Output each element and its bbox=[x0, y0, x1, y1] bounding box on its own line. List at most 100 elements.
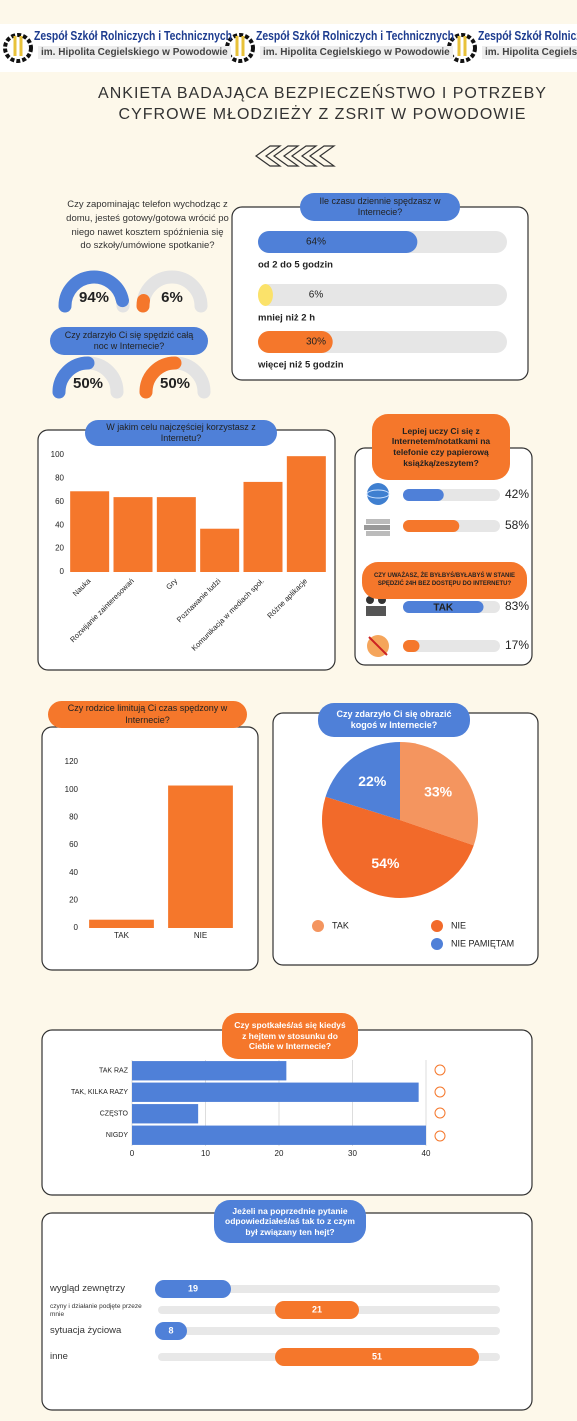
x-tick-label: 40 bbox=[422, 1149, 431, 1158]
question-pill: Ile czasu dziennie spędzasz w Internecie… bbox=[300, 193, 460, 221]
y-tick-label: 0 bbox=[60, 567, 65, 576]
value-label: 30% bbox=[306, 337, 326, 348]
y-tick-label: 100 bbox=[51, 450, 65, 459]
logos bbox=[3, 33, 477, 63]
question-pill: Lepiej uczy Ci się z Internetem/notatkam… bbox=[372, 414, 510, 480]
x-tick-label: 20 bbox=[275, 1149, 284, 1158]
question-pill: Czy spotkałeś/aś się kiedyś z hejtem w s… bbox=[222, 1013, 358, 1059]
gauge-track bbox=[136, 270, 208, 313]
x-tick-label: 30 bbox=[348, 1149, 357, 1158]
bar-label: 19 bbox=[188, 1283, 198, 1293]
y-tick-label: 40 bbox=[69, 868, 78, 877]
bar bbox=[89, 919, 154, 928]
school-patron: im. Hipolita Cegielskiego w Powodowie bbox=[38, 46, 231, 59]
bar bbox=[132, 1061, 287, 1081]
y-tick-label: 20 bbox=[55, 544, 64, 553]
bar bbox=[132, 1104, 199, 1124]
y-tick-label: NIGDY bbox=[106, 1132, 129, 1139]
bar bbox=[286, 456, 326, 572]
progress-fill bbox=[403, 520, 460, 532]
bar bbox=[132, 1125, 426, 1145]
gauge-label: 6% bbox=[161, 289, 183, 306]
school-patron: im. Hipolita Cegielskiego w Powodowie bbox=[260, 46, 453, 59]
value-label: 42% bbox=[505, 487, 529, 501]
value-label: 83% bbox=[505, 599, 529, 613]
category-label: czyny i działanie podjęte przeze mnie bbox=[50, 1303, 142, 1318]
bar bbox=[70, 491, 110, 572]
y-tick-label: TAK RAZ bbox=[99, 1068, 129, 1075]
question-pill: Jeżeli na poprzednie pytanie odpowiedzia… bbox=[214, 1200, 366, 1243]
value-label: 6% bbox=[309, 290, 324, 301]
y-tick-label: 20 bbox=[69, 895, 78, 904]
progress-fill bbox=[403, 640, 420, 652]
page-title: ANKIETA BADAJĄCA BEZPIECZEŃSTWO I POTRZE… bbox=[98, 85, 547, 123]
bar bbox=[275, 1301, 359, 1319]
progress-fill bbox=[258, 331, 333, 353]
question-pill: W jakim celu najczęściej korzystasz z In… bbox=[85, 420, 277, 446]
gauge-fill bbox=[52, 356, 95, 399]
progress-fill bbox=[403, 489, 444, 501]
gauge-fill bbox=[136, 294, 151, 313]
bar bbox=[275, 1348, 479, 1366]
category-label: od 2 do 5 godzin bbox=[258, 260, 333, 271]
icons bbox=[364, 483, 390, 657]
value-label: 17% bbox=[505, 638, 529, 652]
bar-label: 51 bbox=[372, 1351, 382, 1361]
x-tick-label: NIE bbox=[194, 931, 207, 940]
gauge-label: 50% bbox=[160, 375, 190, 392]
progress-fill bbox=[258, 284, 273, 306]
x-tick-label: 0 bbox=[130, 1149, 135, 1158]
y-tick-label: 80 bbox=[55, 474, 64, 483]
legend-marker bbox=[431, 920, 443, 932]
pie-slice bbox=[400, 742, 478, 846]
slice-label: 33% bbox=[424, 784, 453, 800]
school-name: Zespół Szkół Rolniczych i Technicznych bbox=[478, 28, 577, 43]
bar bbox=[156, 497, 196, 572]
bar bbox=[132, 1082, 419, 1102]
bar bbox=[168, 785, 233, 928]
y-tick-label: TAK, KILKA RAZY bbox=[71, 1089, 128, 1096]
school-name: Zespół Szkół Rolniczych i Technicznych bbox=[256, 28, 455, 43]
y-tick-label: 0 bbox=[74, 923, 79, 932]
y-tick-label: 40 bbox=[55, 520, 64, 529]
emoji-icons bbox=[434, 1064, 446, 1142]
category-label: inne bbox=[50, 1351, 68, 1362]
slice-label: 54% bbox=[371, 855, 400, 871]
question-pill: Czy zdarzyło Ci się spędzić całą noc w I… bbox=[50, 327, 208, 355]
progress-fill bbox=[403, 601, 484, 613]
y-tick-label: CZĘSTO bbox=[100, 1111, 129, 1118]
gauge-fill bbox=[139, 356, 182, 399]
y-tick-label: 80 bbox=[69, 812, 78, 821]
gauge-label: 50% bbox=[73, 375, 103, 392]
progress-track bbox=[403, 640, 500, 652]
legend-label: NIE PAMIĘTAM bbox=[451, 938, 514, 948]
category-label: wygląd zewnętrzy bbox=[50, 1283, 125, 1294]
y-tick-label: 60 bbox=[55, 497, 64, 506]
school-name: Zespół Szkół Rolniczych i Technicznych bbox=[34, 28, 233, 43]
chevrons bbox=[254, 145, 336, 167]
legend-label: TAK bbox=[332, 920, 349, 930]
track bbox=[158, 1327, 500, 1335]
category-label: TAK bbox=[433, 603, 454, 614]
category-label: sytuacja życiowa bbox=[50, 1325, 122, 1336]
y-tick-label: 120 bbox=[65, 757, 79, 766]
bar-label: 21 bbox=[312, 1304, 322, 1314]
category-label: mniej niż 2 h bbox=[258, 313, 315, 324]
value-label: 64% bbox=[306, 237, 326, 248]
legend-marker bbox=[431, 938, 443, 950]
progress-fill bbox=[258, 231, 418, 253]
track bbox=[158, 1285, 500, 1293]
y-tick-label: 100 bbox=[65, 785, 79, 794]
y-tick-label: 60 bbox=[69, 840, 78, 849]
pie-slice bbox=[321, 796, 474, 899]
school-patron: im. Hipolita Cegielskiego w Powodowie bbox=[482, 46, 577, 59]
question-pill: CZY UWAŻASZ, ŻE BYŁBYŚ/BYŁABYŚ W STANIE … bbox=[362, 562, 527, 599]
gauge-fill bbox=[58, 270, 129, 313]
bar bbox=[113, 497, 153, 572]
question-pill: Czy zdarzyło Ci się obrazić kogoś w Inte… bbox=[318, 703, 470, 737]
legend-marker bbox=[312, 920, 324, 932]
slice-label: 22% bbox=[358, 773, 387, 789]
bar-label: 8 bbox=[168, 1325, 173, 1335]
